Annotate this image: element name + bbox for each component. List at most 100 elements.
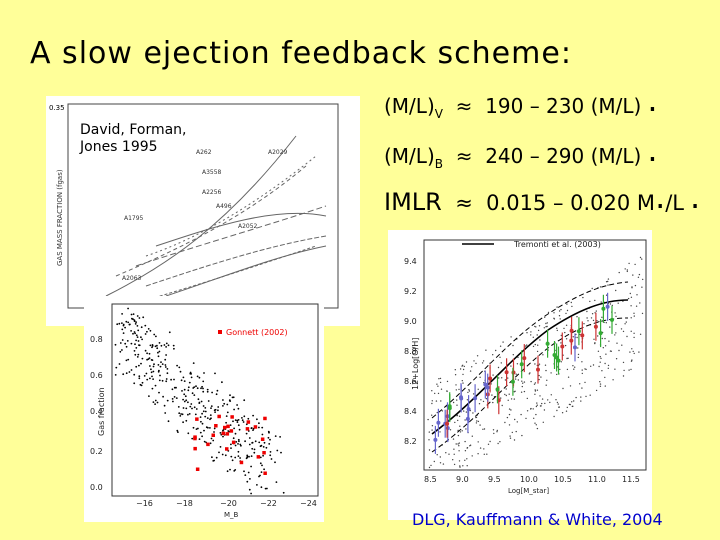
scatter-point [445, 452, 447, 454]
scatter-point [157, 370, 160, 373]
scatter-point [209, 427, 211, 429]
scatter-point [458, 460, 461, 462]
scatter-point [559, 318, 561, 320]
scatter-point [594, 299, 596, 302]
scatter-point [225, 421, 228, 424]
scatter-point [539, 405, 542, 407]
scatter-point [607, 284, 609, 286]
scatter-point [604, 385, 606, 387]
scatter-point [545, 384, 547, 386]
scatter-point [571, 305, 573, 308]
scatter-point [458, 442, 460, 444]
scatter-point [526, 344, 528, 346]
x-tick: −20 [220, 499, 237, 508]
scatter-point [504, 379, 507, 381]
scatter-point [204, 407, 207, 409]
plot-frame [423, 239, 647, 471]
scatter-point [437, 392, 440, 395]
model-point [447, 406, 452, 411]
scatter-point [465, 361, 468, 363]
scatter-point [459, 368, 462, 370]
scatter-point [125, 359, 128, 362]
scatter-point [595, 310, 597, 312]
scatter-point [510, 398, 513, 400]
scatter-point [156, 347, 159, 350]
scatter-point [514, 390, 516, 392]
scatter-point [250, 455, 253, 457]
scatter-point [431, 390, 433, 392]
scatter-point [245, 432, 248, 435]
scatter-point [464, 459, 466, 461]
scatter-point [631, 359, 633, 361]
scatter-point [516, 363, 519, 365]
scatter-point [171, 388, 174, 391]
scatter-point [221, 453, 224, 456]
scatter-point [508, 393, 510, 395]
approx-symbol: ≈ [449, 144, 479, 168]
scatter-point [534, 382, 537, 384]
model-point [610, 317, 614, 322]
scatter-point [629, 292, 631, 295]
curve-a2029 [105, 135, 297, 297]
scatter-point [153, 363, 155, 366]
scatter-point [234, 432, 237, 435]
scatter-point [602, 347, 604, 349]
scatter-point [133, 331, 136, 333]
scatter-point [620, 328, 623, 330]
scatter-point [234, 419, 237, 421]
scatter-point [252, 414, 255, 417]
scatter-point [267, 430, 270, 433]
scatter-point [248, 455, 250, 458]
scatter-point [609, 326, 611, 328]
scatter-point [566, 406, 568, 409]
scatter-point [206, 390, 209, 393]
scatter-point [212, 439, 215, 442]
y-tick: 8.6 [404, 377, 417, 386]
scatter-point [477, 441, 479, 443]
scatter-point [135, 339, 137, 342]
scatter-point [535, 413, 537, 416]
model-point [485, 385, 490, 390]
scatter-point [469, 370, 472, 372]
scatter-point [641, 258, 643, 260]
scatter-point [538, 363, 541, 365]
red-data-point [193, 446, 197, 451]
scatter-point [260, 471, 263, 473]
scatter-point [199, 416, 202, 418]
scatter-point [230, 447, 232, 449]
scatter-point [194, 413, 197, 416]
scatter-point [234, 456, 237, 459]
scatter-point [561, 412, 564, 414]
scatter-point [149, 329, 152, 332]
scatter-point [567, 376, 570, 378]
scatter-point [156, 344, 158, 347]
scatter-point [466, 447, 468, 449]
scatter-point [501, 404, 503, 407]
scatter-point [115, 366, 118, 369]
scatter-point [177, 431, 179, 433]
curve-label-a2256: A2256 [202, 189, 222, 196]
scatter-point [542, 354, 544, 356]
scatter-point [138, 344, 140, 346]
scatter-point [230, 455, 233, 458]
scatter-point [599, 383, 602, 385]
scatter-point [592, 319, 595, 322]
scatter-point [266, 487, 268, 490]
scatter-point [161, 363, 164, 365]
scatter-point [248, 488, 251, 491]
scatter-point [233, 470, 236, 472]
scatter-point [206, 417, 209, 419]
scatter-point [543, 409, 546, 411]
scatter-point [201, 422, 204, 425]
scatter-point [465, 428, 467, 430]
scatter-point [179, 370, 182, 373]
scatter-point [584, 381, 586, 384]
scatter-point [137, 329, 140, 332]
lower-percentile-line [431, 317, 629, 453]
scatter-points [427, 256, 644, 469]
equation-imlr: IMLR ≈ 0.015 – 0.020 M./L. [384, 178, 701, 216]
scatter-point [534, 363, 536, 365]
scatter-point [430, 464, 432, 467]
scatter-point [622, 375, 625, 377]
scatter-point [136, 325, 139, 327]
